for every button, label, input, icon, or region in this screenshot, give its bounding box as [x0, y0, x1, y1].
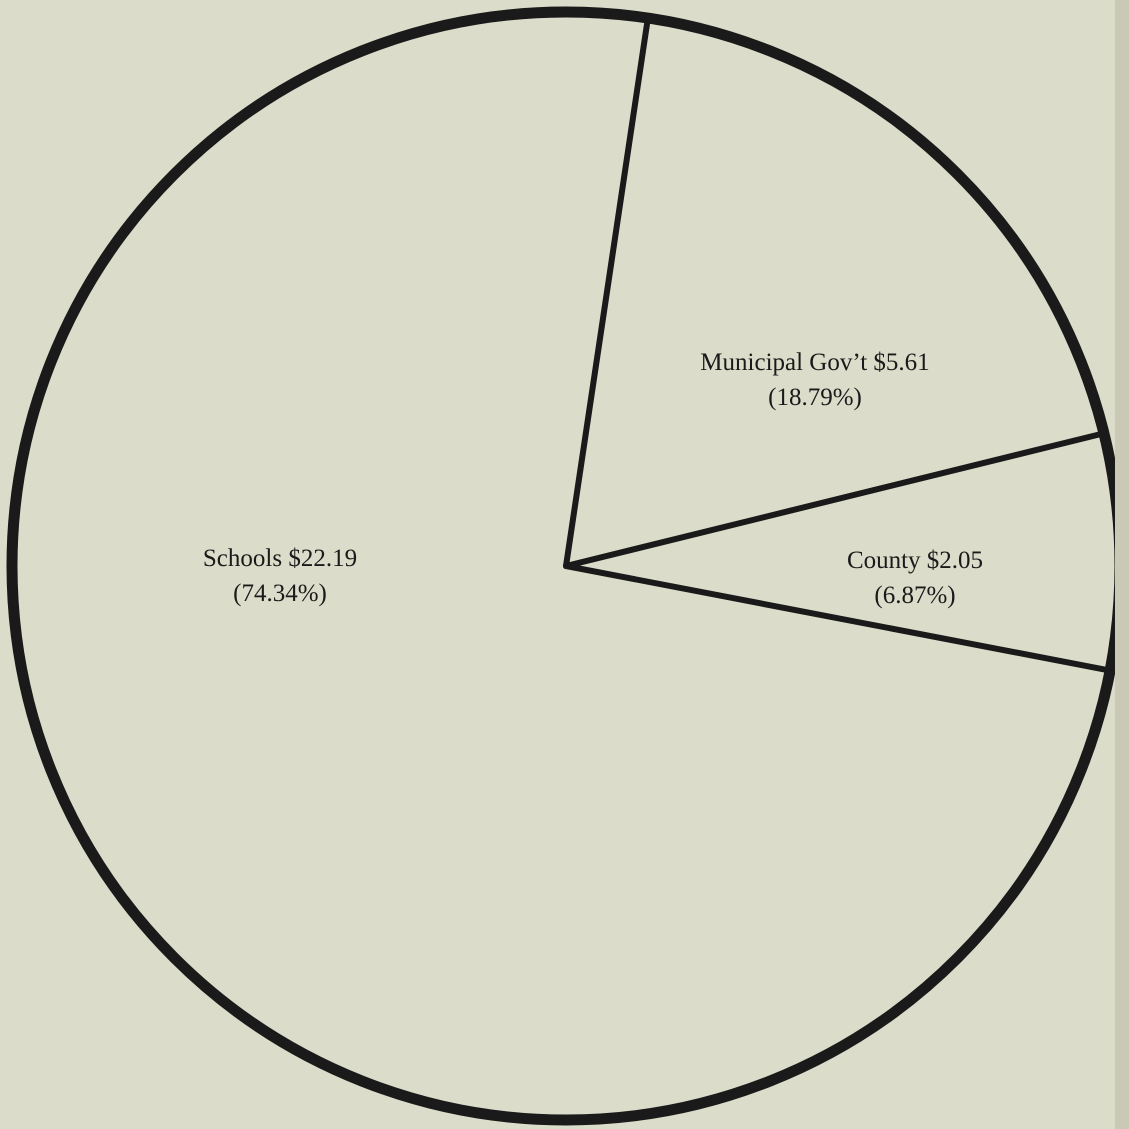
pie-slices — [17, 17, 1114, 1114]
page-edge-strip — [1115, 0, 1129, 1129]
slice-divider-line — [563, 563, 1108, 673]
slice-label-county: County $2.05 — [847, 547, 983, 574]
pie-slice-municipal — [566, 24, 1099, 567]
slice-divider-line — [563, 431, 1102, 569]
slice-label-municipal: Municipal Gov’t $5.61 — [700, 349, 929, 376]
slice-label-schools: Schools $22.19 — [203, 545, 357, 572]
pie-slice-county — [566, 434, 1114, 670]
slice-percent-county: (6.87%) — [874, 582, 955, 609]
slice-percent-municipal: (18.79%) — [768, 384, 862, 411]
pie-slice-schools — [17, 17, 1105, 1114]
slice-percent-schools: (74.34%) — [233, 580, 327, 607]
slice-divider-line — [563, 21, 650, 569]
